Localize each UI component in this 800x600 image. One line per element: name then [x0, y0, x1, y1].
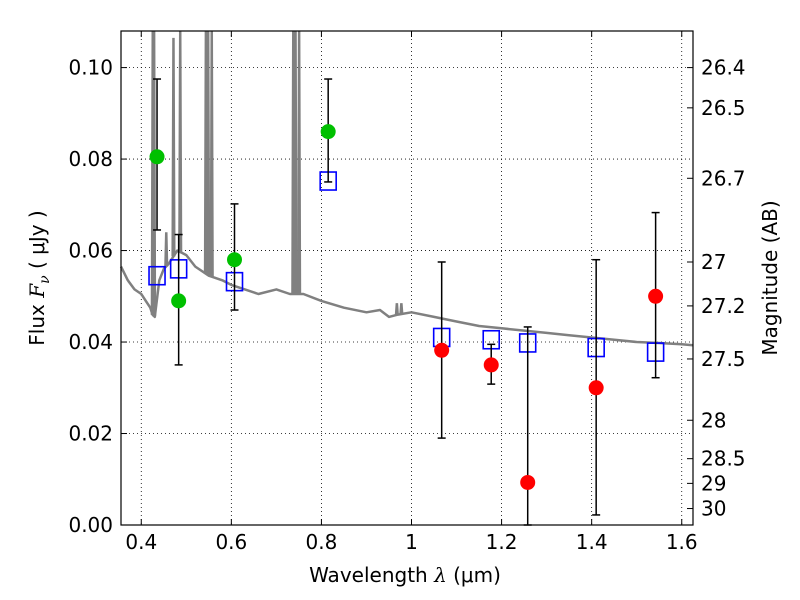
y2-axis-label: Magnitude (AB)	[758, 200, 782, 355]
red-data-point	[434, 342, 450, 358]
y2-tick-label: 27	[701, 250, 726, 274]
green-data-point	[171, 293, 187, 309]
plot-frame	[120, 30, 694, 526]
y2-tick-label: 28	[701, 408, 726, 432]
y-tick-label: 0.04	[68, 330, 113, 354]
data-markers	[148, 78, 665, 526]
y2-tick-label: 28.5	[701, 447, 746, 471]
y2-tick-label: 30	[701, 497, 726, 521]
emission-line	[394, 303, 399, 315]
y2-tick-label: 27.5	[701, 347, 746, 371]
model-square-marker	[148, 265, 166, 286]
model-spectrum	[119, 30, 694, 347]
emission-line	[178, 30, 183, 253]
x-tick-label: 1	[405, 530, 418, 554]
y-tick-label: 0.10	[68, 56, 113, 80]
emission-line	[206, 30, 211, 276]
x-tick-label: 0.8	[306, 530, 338, 554]
red-data-point	[648, 288, 664, 304]
emission-line	[399, 303, 404, 315]
emission-line	[164, 232, 169, 267]
y2-tick-label: 26.7	[701, 166, 746, 190]
x-tick-label: 1.6	[666, 530, 698, 554]
x-tick-label: 1.4	[576, 530, 608, 554]
green-data-point	[226, 252, 242, 268]
emission-line	[297, 30, 302, 295]
axis-ticks: 0.4 0.6 0.8 1 1.2 1.4 1.6 0.00 0.02 0.04 0.06 0.08 0…	[68, 31, 746, 554]
emission-line	[209, 30, 214, 277]
red-data-point	[483, 357, 499, 373]
y-tick-label: 0.08	[68, 147, 113, 171]
y2-tick-label: 29	[701, 471, 726, 495]
red-data-point	[588, 380, 604, 396]
emission-line	[171, 37, 176, 257]
emission-line	[293, 30, 298, 295]
y-tick-label: 0.02	[68, 422, 113, 446]
x-tick-label: 1.2	[486, 530, 518, 554]
y-tick-label: 0.06	[68, 239, 113, 263]
red-data-point	[520, 474, 536, 490]
y2-tick-label: 26.5	[701, 96, 746, 120]
y2-tick-label: 26.4	[701, 56, 746, 80]
x-tick-label: 0.6	[215, 530, 247, 554]
emission-line	[152, 30, 157, 317]
y-tick-label: 0.00	[68, 513, 113, 537]
green-data-point	[149, 149, 165, 165]
green-data-point	[320, 124, 336, 140]
x-tick-label: 0.4	[125, 530, 157, 554]
grid	[121, 31, 693, 525]
y-axis-label: Flux Fν ( μJy )	[25, 210, 53, 345]
y2-tick-label: 27.2	[701, 294, 746, 318]
x-axis-label: Wavelength λ (μm)	[309, 563, 501, 587]
